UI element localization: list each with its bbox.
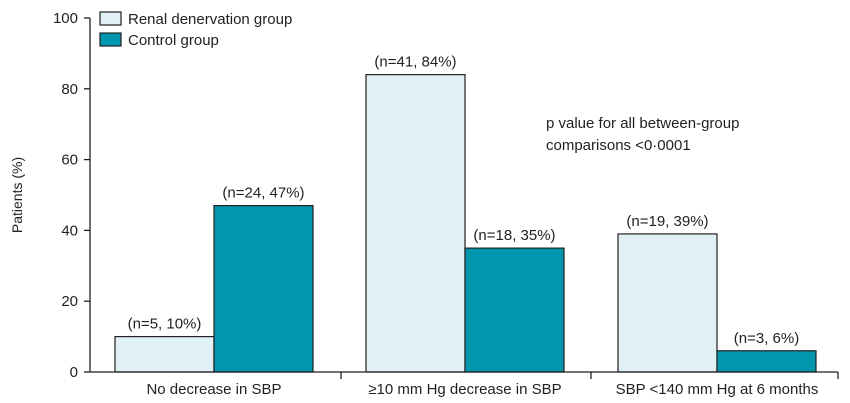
y-ticks: 0 20 40 60 80 100 [53, 10, 90, 381]
bar-data-label: (n=18, 35%) [473, 227, 555, 244]
y-tick-label: 40 [61, 222, 78, 239]
bars-layer [114, 74, 817, 373]
renal-denervation-bar [617, 233, 718, 373]
control-bar [464, 247, 565, 373]
control-bar [213, 205, 314, 373]
bar-data-label: (n=41, 84%) [374, 54, 456, 71]
y-tick-label: 80 [61, 81, 78, 98]
bar-data-label: (n=3, 6%) [734, 330, 799, 347]
y-tick-label: 100 [53, 10, 78, 27]
annotation-line: p value for all between-group [546, 115, 739, 132]
y-tick-label: 20 [61, 293, 78, 310]
renal-denervation-bar [114, 336, 215, 373]
category-labels: No decrease in SBP ≥10 mm Hg decrease in … [146, 372, 839, 398]
y-tick-label: 60 [61, 152, 78, 169]
x-category-label: No decrease in SBP [146, 381, 281, 398]
legend-swatch [99, 32, 122, 47]
p-value-annotation: p value for all between-group comparisons… [546, 115, 739, 154]
bar-data-label: (n=24, 47%) [222, 185, 304, 202]
legend-label: Control group [128, 32, 219, 49]
y-tick-label: 0 [70, 364, 78, 381]
x-category-label: ≥10 mm Hg decrease in SBP [368, 381, 561, 398]
legend-swatch [99, 11, 122, 26]
bar-data-label: (n=5, 10%) [128, 316, 202, 333]
legend: Renal denervation group Control group [99, 11, 292, 49]
bar-data-label: (n=19, 39%) [626, 213, 708, 230]
renal-denervation-bar [365, 74, 466, 373]
annotation-line: comparisons <0·0001 [546, 137, 691, 154]
legend-label: Renal denervation group [128, 11, 292, 28]
x-category-label: SBP <140 mm Hg at 6 months [616, 381, 819, 398]
control-bar [716, 350, 817, 373]
axes-layer [89, 18, 838, 373]
data-labels: (n=5, 10%) (n=41, 84%) (n=19, 39%) (n=24, 4… [128, 54, 800, 347]
y-axis-title: Patients (%) [9, 157, 25, 233]
